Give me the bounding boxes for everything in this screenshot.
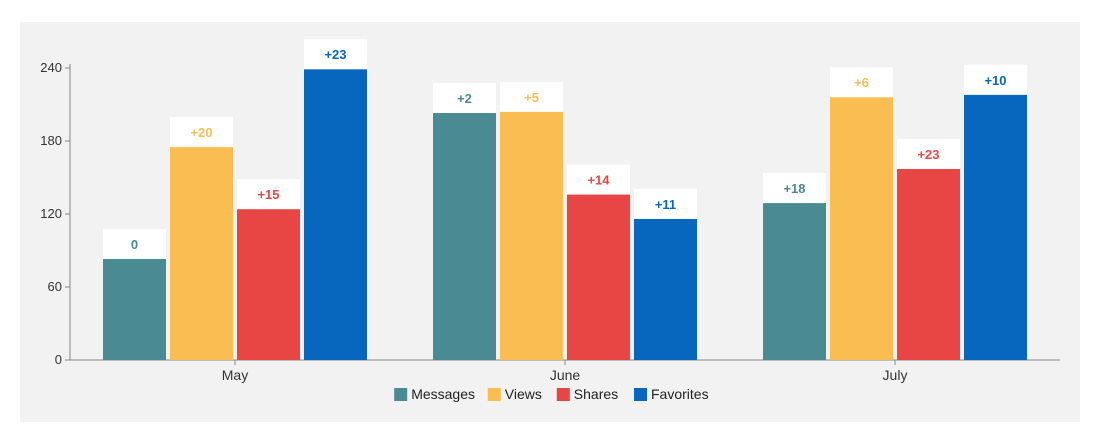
bar-messages-may — [103, 259, 166, 360]
y-tick-label: 180 — [40, 133, 62, 148]
bar-views-july — [830, 97, 893, 360]
data-label: +10 — [984, 73, 1006, 88]
data-label: 0 — [131, 237, 138, 252]
legend-swatch-views — [487, 388, 501, 401]
data-label-box — [964, 64, 1027, 95]
bar-shares-july — [897, 168, 960, 360]
legend-swatch-shares — [556, 388, 570, 401]
data-label: +5 — [524, 90, 539, 105]
data-label: +6 — [854, 75, 869, 90]
data-label-box — [567, 164, 630, 195]
y-tick-label: 120 — [40, 206, 62, 221]
data-label: +11 — [655, 197, 676, 212]
y-tick-label: 60 — [48, 279, 62, 294]
bar-favorites-july — [964, 94, 1027, 361]
bar-favorites-may — [304, 69, 367, 360]
x-tick-label: May — [222, 367, 248, 383]
chart-panel: 0 60 120 180 240 May 0 +20 +15 +23 June +2 +5 +14 +11 J… — [20, 22, 1080, 422]
data-label-box — [237, 179, 300, 210]
bar-shares-may — [237, 209, 300, 360]
data-label: +23 — [917, 147, 939, 162]
data-label: +2 — [457, 91, 472, 106]
bar-messages-july — [763, 203, 826, 360]
data-label-box — [763, 173, 826, 204]
legend-swatch-messages — [394, 388, 408, 401]
data-label: +14 — [587, 173, 610, 188]
bar-shares-june — [567, 194, 630, 360]
data-label: +23 — [324, 47, 346, 62]
data-label-box — [433, 83, 496, 114]
x-tick-label: July — [883, 367, 908, 383]
bar-favorites-june — [634, 218, 697, 360]
legend-label-messages: Messages — [411, 386, 475, 402]
data-label: +18 — [783, 181, 805, 196]
y-tick-label: 240 — [40, 60, 62, 75]
data-label-box — [830, 67, 893, 98]
data-label-box — [897, 138, 960, 169]
legend-label-shares: Shares — [574, 386, 618, 402]
data-label-box — [103, 229, 166, 260]
legend-swatch-favorites — [634, 388, 647, 401]
bar-messages-june — [433, 113, 496, 361]
data-label: +20 — [190, 125, 212, 140]
legend-label-favorites: Favorites — [651, 386, 709, 402]
data-label-box — [170, 117, 233, 148]
x-tick-label: June — [550, 367, 581, 383]
legend-label-views: Views — [505, 386, 542, 402]
data-label-box — [304, 39, 367, 70]
data-label-box — [634, 188, 697, 219]
y-tick-label: 0 — [55, 352, 62, 367]
data-label: +15 — [257, 187, 279, 202]
data-label-box — [500, 81, 563, 112]
bar-views-may — [170, 147, 233, 360]
bar-views-june — [500, 111, 563, 360]
bar-chart: 0 60 120 180 240 May 0 +20 +15 +23 June +2 +5 +14 +11 J… — [40, 39, 1060, 402]
